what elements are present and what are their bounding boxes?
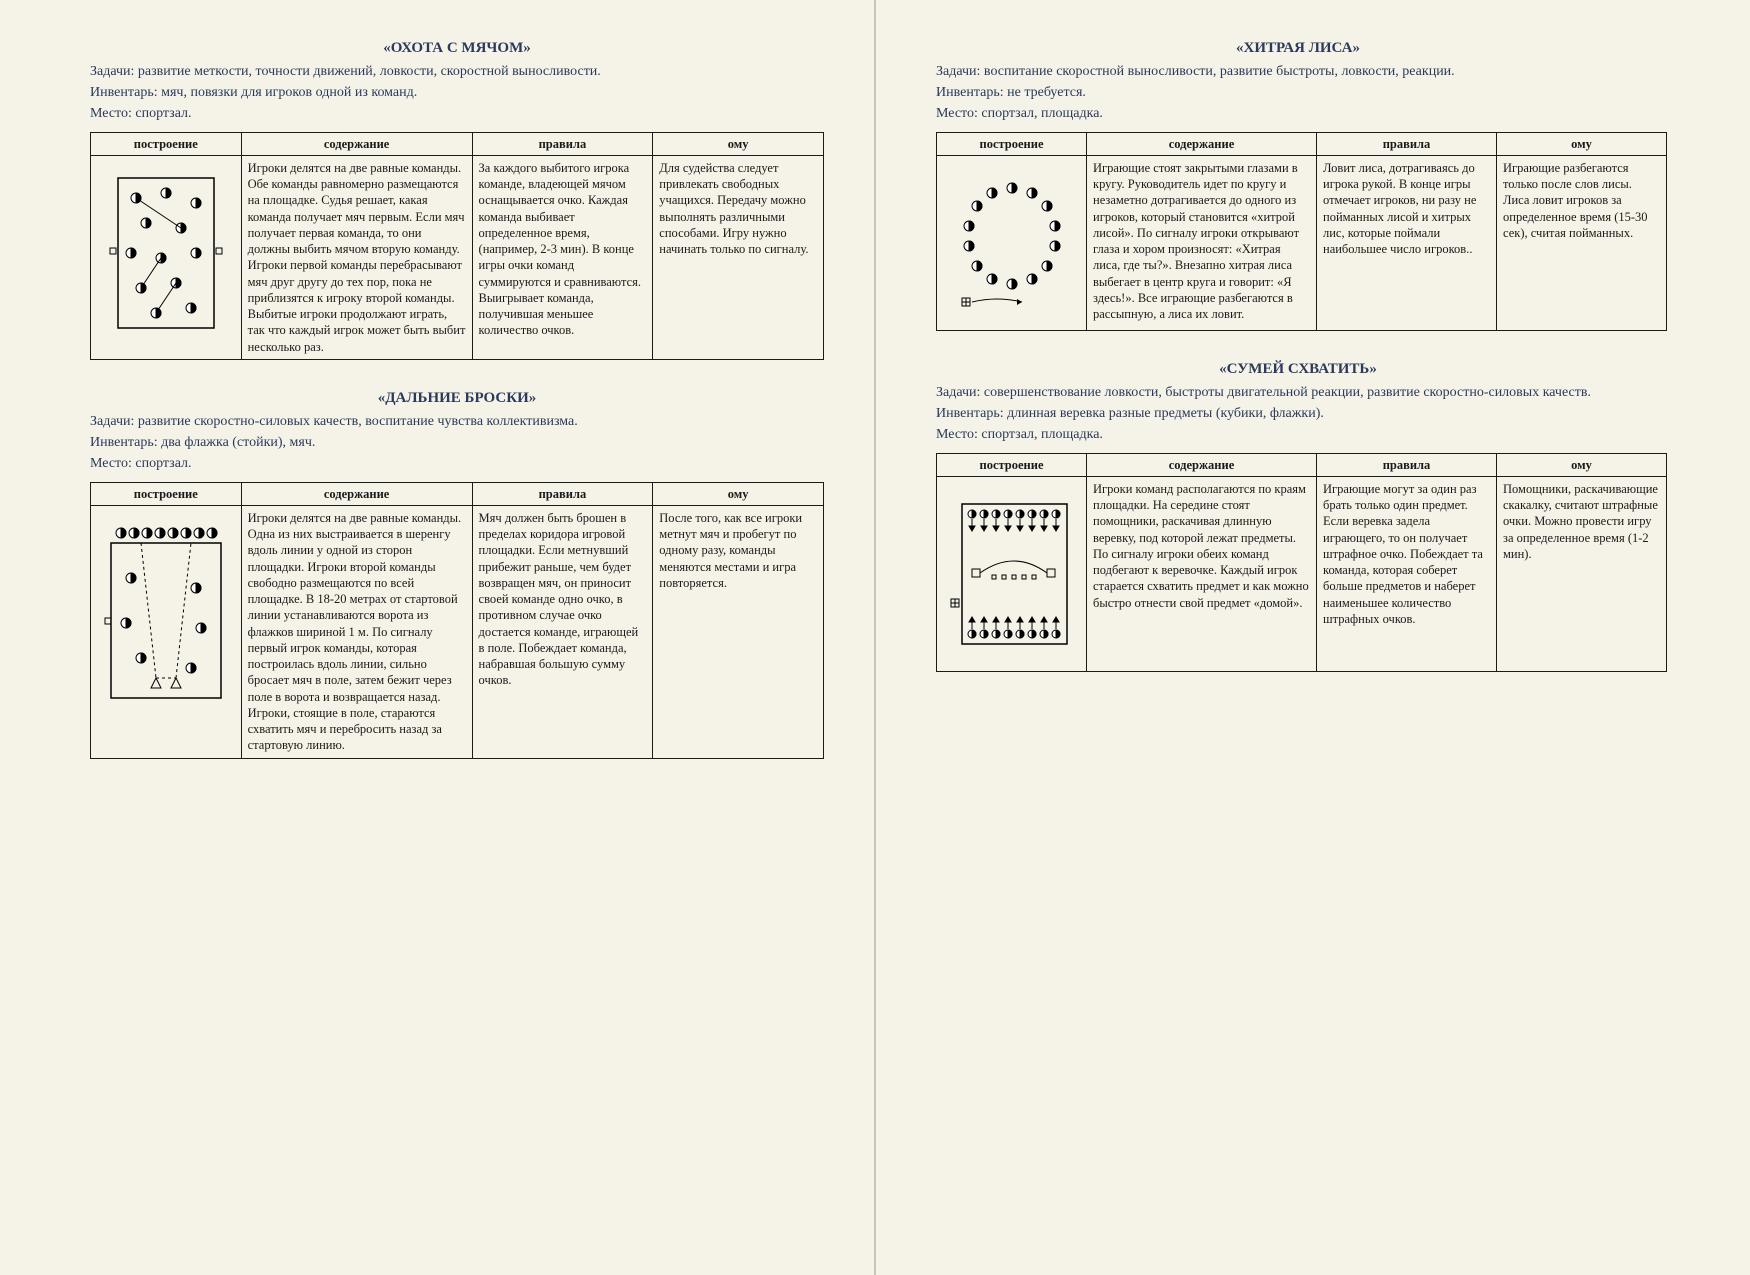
game1-h1: построение <box>91 132 242 155</box>
game2-title: «ДАЛЬНИЕ БРОСКИ» <box>90 390 824 407</box>
game3-h3: правила <box>1317 132 1497 155</box>
game3-task: Задачи: воспитание скоростной выносливос… <box>936 63 1660 82</box>
game2-meta: Задачи: развитие скоростно-силовых качес… <box>90 413 824 474</box>
game3-h4: ому <box>1497 132 1667 155</box>
game2-task: Задачи: развитие скоростно-силовых качес… <box>90 413 824 432</box>
game4-content: Игроки команд располагаются по краям пло… <box>1087 476 1317 671</box>
game2-h1: построение <box>91 482 242 505</box>
game2-h2: содержание <box>241 482 472 505</box>
game4-title: «СУМЕЙ СХВАТИТЬ» <box>936 361 1660 378</box>
game4-h3: правила <box>1317 453 1497 476</box>
game3-h2: содержание <box>1087 132 1317 155</box>
game4-h1: построение <box>937 453 1087 476</box>
game2-place: Место: спортзал. <box>90 455 824 474</box>
game3-omu: Играющие разбегаются только после слов л… <box>1497 155 1667 330</box>
game3-inventory: Инвентарь: не требуется. <box>936 84 1660 103</box>
game3-meta: Задачи: воспитание скоростной выносливос… <box>936 63 1660 124</box>
game1-omu: Для судейства следует привлекать свободн… <box>653 155 824 359</box>
game1-content: Игроки делятся на две равные команды. Об… <box>241 155 472 359</box>
game1-title: «ОХОТА С МЯЧОМ» <box>90 40 824 57</box>
game1-meta: Задачи: развитие меткости, точности движ… <box>90 63 824 124</box>
game4-block: «СУМЕЙ СХВАТИТЬ» Задачи: совершенствован… <box>936 361 1660 672</box>
game2-content: Игроки делятся на две равные команды. Од… <box>241 505 472 758</box>
game1-rules: За каждого выбитого игрока команде, влад… <box>472 155 653 359</box>
game2-h3: правила <box>472 482 653 505</box>
game1-inventory: Инвентарь: мяч, повязки для игроков одно… <box>90 84 824 103</box>
left-page: «ОХОТА С МЯЧОМ» Задачи: развитие меткост… <box>0 0 875 1275</box>
game1-diagram <box>91 155 242 359</box>
game1-h2: содержание <box>241 132 472 155</box>
game4-diagram <box>937 476 1087 671</box>
game3-diagram <box>937 155 1087 330</box>
game3-h1: построение <box>937 132 1087 155</box>
game1-table: построение содержание правила ому <box>90 132 824 360</box>
game2-omu: После того, как все игроки метнут мяч и … <box>653 505 824 758</box>
game4-task: Задачи: совершенствование ловкости, быст… <box>936 384 1660 403</box>
game3-content: Играющие стоят закрытыми глазами в кругу… <box>1087 155 1317 330</box>
game4-rules: Играющие могут за один раз брать только … <box>1317 476 1497 671</box>
game3-title: «ХИТРАЯ ЛИСА» <box>936 40 1660 57</box>
game4-inventory: Инвентарь: длинная веревка разные предме… <box>936 405 1660 424</box>
game1-h4: ому <box>653 132 824 155</box>
game4-h2: содержание <box>1087 453 1317 476</box>
game3-block: «ХИТРАЯ ЛИСА» Задачи: воспитание скорост… <box>936 40 1660 331</box>
game4-meta: Задачи: совершенствование ловкости, быст… <box>936 384 1660 445</box>
game2-block: «ДАЛЬНИЕ БРОСКИ» Задачи: развитие скорос… <box>90 390 824 759</box>
game2-diagram <box>91 505 242 758</box>
game3-rules: Ловит лиса, дотрагиваясь до игрока рукой… <box>1317 155 1497 330</box>
game1-task: Задачи: развитие меткости, точности движ… <box>90 63 824 82</box>
game2-rules: Мяч должен быть брошен в пределах коридо… <box>472 505 653 758</box>
game1-h3: правила <box>472 132 653 155</box>
game2-inventory: Инвентарь: два флажка (стойки), мяч. <box>90 434 824 453</box>
game4-omu: Помощники, раскачивающие скакалку, счита… <box>1497 476 1667 671</box>
game1-place: Место: спортзал. <box>90 105 824 124</box>
game4-h4: ому <box>1497 453 1667 476</box>
game1-block: «ОХОТА С МЯЧОМ» Задачи: развитие меткост… <box>90 40 824 360</box>
game2-h4: ому <box>653 482 824 505</box>
game3-table: построение содержание правила ому <box>936 132 1667 331</box>
game4-table: построение содержание правила ому <box>936 453 1667 672</box>
game3-place: Место: спортзал, площадка. <box>936 105 1660 124</box>
right-page: «ХИТРАЯ ЛИСА» Задачи: воспитание скорост… <box>875 0 1750 1275</box>
game2-table: построение содержание правила ому <box>90 482 824 759</box>
game4-place: Место: спортзал, площадка. <box>936 426 1660 445</box>
